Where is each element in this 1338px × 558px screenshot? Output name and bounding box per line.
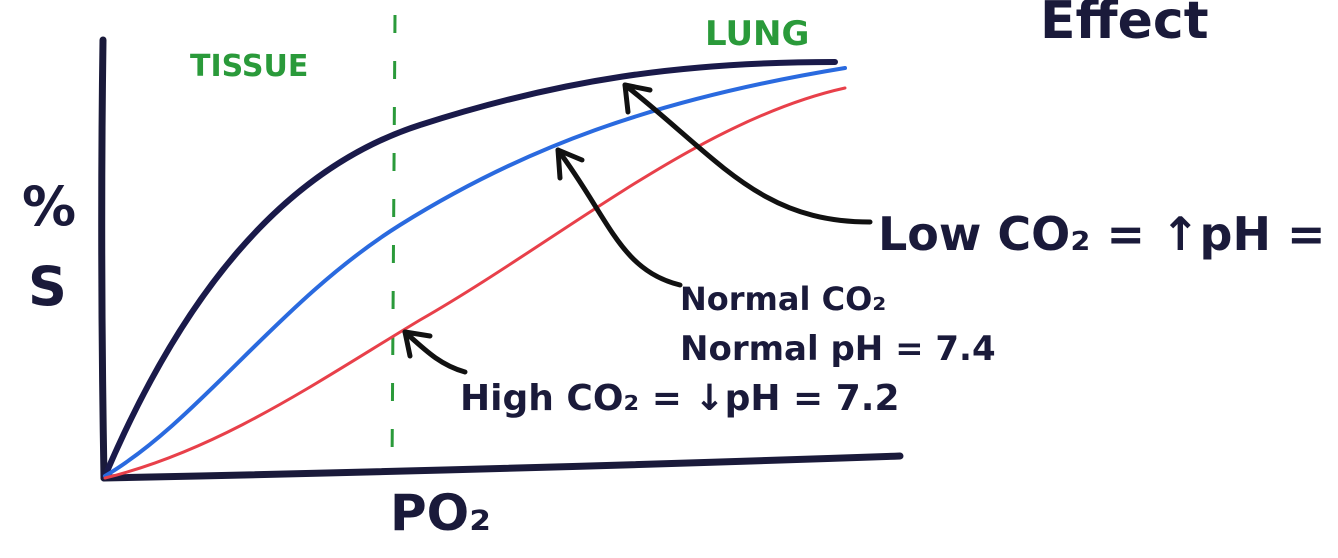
y-axis-label: % [22,175,76,238]
diagram: Effect TISSUE LUNG % S PO₂ Low CO₂ = ↑pH… [0,0,1338,558]
high-co2-label: High CO₂ = ↓pH = 7.2 [460,378,900,419]
y-axis-label: S [28,255,67,318]
normal-co2-label: Normal CO₂ [680,280,886,318]
y-axis [102,40,104,478]
low-co2-label: Low CO₂ = ↑pH = 7.6 [878,207,1338,261]
title: Effect [1040,0,1209,51]
page: Effect TISSUE LUNG % S PO₂ Low CO₂ = ↑pH… [0,0,1338,558]
x-axis-label: PO₂ [390,484,491,542]
tissue-label: TISSUE [190,49,308,84]
lung-label: LUNG [705,14,809,54]
normal-ph-label: Normal pH = 7.4 [680,329,996,369]
